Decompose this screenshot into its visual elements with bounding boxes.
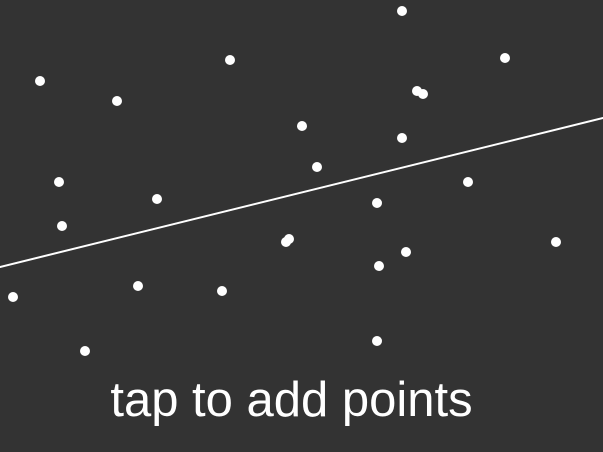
data-point [54, 177, 64, 187]
data-point [401, 247, 411, 257]
data-point [152, 194, 162, 204]
data-point [8, 292, 18, 302]
data-point [372, 198, 382, 208]
data-point [297, 121, 307, 131]
data-point [35, 76, 45, 86]
data-point [551, 237, 561, 247]
data-point [57, 221, 67, 231]
data-point [133, 281, 143, 291]
data-point [397, 6, 407, 16]
data-point [217, 286, 227, 296]
data-point [372, 336, 382, 346]
data-point [418, 89, 428, 99]
regression-line [0, 117, 603, 268]
data-point [80, 346, 90, 356]
data-point [312, 162, 322, 172]
data-point [281, 237, 291, 247]
data-point [463, 177, 473, 187]
data-point [397, 133, 407, 143]
data-point [374, 261, 384, 271]
points-group [8, 6, 561, 356]
data-point [500, 53, 510, 63]
data-point [112, 96, 122, 106]
data-point [225, 55, 235, 65]
